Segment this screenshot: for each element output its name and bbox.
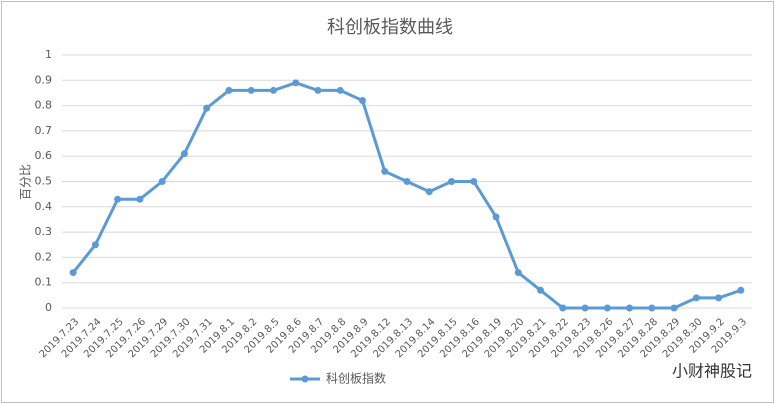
data-point — [581, 304, 589, 312]
data-point — [358, 97, 366, 105]
data-point — [737, 286, 745, 294]
data-point — [91, 241, 99, 249]
data-point — [269, 86, 277, 94]
data-point — [247, 86, 255, 94]
y-axis-label: 百分比 — [19, 164, 33, 200]
data-point — [314, 86, 322, 94]
data-point — [470, 178, 478, 185]
data-point — [381, 167, 389, 175]
legend-label: 科创板指数 — [326, 371, 386, 386]
legend-marker — [301, 375, 309, 383]
y-tick-label: 0.6 — [35, 149, 53, 162]
data-point — [514, 269, 522, 277]
data-point — [603, 304, 611, 312]
data-point — [492, 213, 500, 221]
data-point — [203, 104, 211, 112]
data-point — [180, 150, 188, 158]
data-point — [336, 86, 344, 94]
data-point — [158, 178, 166, 185]
y-tick-label: 0.2 — [35, 250, 53, 263]
data-point — [692, 294, 700, 302]
data-point — [648, 304, 656, 312]
y-tick-label: 0.3 — [35, 225, 53, 238]
y-tick-label: 1 — [45, 48, 52, 61]
data-point — [559, 304, 567, 312]
watermark: 小财神股记 — [672, 362, 752, 381]
y-tick-label: 0.1 — [35, 276, 53, 289]
data-point — [448, 178, 456, 185]
data-point — [403, 178, 411, 185]
y-tick-label: 0.4 — [35, 200, 53, 213]
y-tick-label: 0.8 — [35, 99, 53, 112]
y-tick-label: 0 — [45, 301, 52, 314]
data-point — [537, 286, 545, 294]
data-point — [626, 304, 634, 312]
data-point — [225, 86, 233, 94]
data-point — [292, 79, 300, 87]
data-point — [425, 188, 433, 196]
data-point — [69, 269, 77, 277]
data-point — [670, 304, 678, 312]
data-point — [114, 195, 122, 203]
chart-title: 科创板指数曲线 — [327, 17, 453, 38]
data-point — [715, 294, 723, 302]
y-tick-label: 0.5 — [35, 175, 53, 188]
y-tick-label: 0.9 — [35, 73, 53, 86]
data-point — [136, 195, 144, 203]
y-tick-label: 0.7 — [35, 124, 53, 137]
